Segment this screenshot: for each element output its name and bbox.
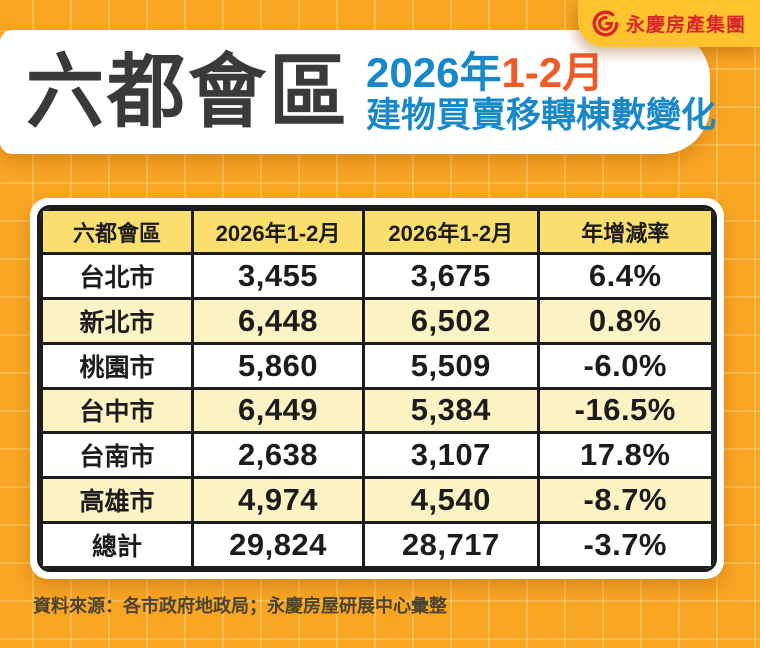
subtitle-months: 1-2月 — [501, 48, 605, 96]
table-row-tainan: 台南市 2,638 3,107 17.8% — [40, 431, 714, 480]
city-cell: 高雄市 — [40, 476, 194, 525]
table-frame: 六都會區 2026年1-2月 2026年1-2月 年增減率 台北市 3,455 … — [37, 205, 717, 572]
pct-cell: -16.5% — [536, 386, 714, 435]
value-cell: 3,675 — [362, 252, 540, 300]
page-title: 六都會區 — [26, 46, 351, 138]
source-note: 資料來源：各市政府地政局；永慶房屋研展中心彙整 — [33, 596, 447, 616]
value-cell: 5,384 — [362, 386, 540, 435]
header-card: 六都會區 2026年1-2月 建物買賣移轉棟數變化 — [0, 30, 716, 154]
value-cell: 4,974 — [190, 476, 366, 525]
value-cell: 6,448 — [190, 296, 366, 345]
value-cell: 2,638 — [190, 431, 366, 480]
table-row-taoyuan: 桃園市 5,860 5,509 -6.0% — [40, 341, 714, 390]
value-cell: 3,107 — [362, 431, 540, 480]
column-header-period-2: 2026年1-2月 — [362, 208, 540, 255]
pct-cell: -6.0% — [536, 341, 714, 390]
city-cell: 桃園市 — [40, 341, 194, 390]
value-cell: 29,824 — [190, 521, 366, 569]
value-cell: 4,540 — [362, 476, 540, 525]
pct-cell: 17.8% — [536, 431, 714, 480]
city-cell: 台北市 — [40, 252, 194, 300]
yongqing-logo-icon — [592, 10, 619, 37]
city-cell: 台南市 — [40, 431, 194, 480]
value-cell: 6,502 — [362, 296, 540, 345]
subtitle-period: 2026年1-2月 — [366, 49, 716, 96]
subtitle-year: 2026年 — [366, 48, 502, 96]
column-header-period-1: 2026年1-2月 — [190, 208, 366, 255]
value-cell: 5,509 — [362, 341, 540, 390]
value-cell: 3,455 — [190, 252, 366, 300]
value-cell: 6,449 — [190, 386, 366, 435]
column-header-yoy: 年增減率 — [536, 208, 714, 255]
data-table: 六都會區 2026年1-2月 2026年1-2月 年增減率 台北市 3,455 … — [40, 208, 714, 569]
city-cell: 台中市 — [40, 386, 194, 435]
pct-cell: 0.8% — [536, 296, 714, 345]
column-header-region: 六都會區 — [40, 208, 194, 255]
pct-cell: -8.7% — [536, 476, 714, 525]
value-cell: 5,860 — [190, 341, 366, 390]
value-cell: 28,717 — [362, 521, 540, 569]
header-subtitle: 2026年1-2月 建物買賣移轉棟數變化 — [366, 49, 716, 135]
table-row-newtaipei: 新北市 6,448 6,502 0.8% — [40, 296, 714, 345]
table-header-row: 六都會區 2026年1-2月 2026年1-2月 年增減率 — [40, 208, 714, 255]
subtitle-topic: 建物買賣移轉棟數變化 — [366, 95, 717, 135]
table-row-kaohsiung: 高雄市 4,974 4,540 -8.7% — [40, 476, 714, 525]
brand-name: 永慶房產集團 — [625, 15, 746, 36]
table-row-taipei: 台北市 3,455 3,675 6.4% — [40, 252, 714, 300]
pct-cell: 6.4% — [536, 252, 714, 300]
table-row-taichung: 台中市 6,449 5,384 -16.5% — [40, 386, 714, 435]
brand-badge: 永慶房產集團 — [578, 0, 760, 47]
pct-cell: -3.7% — [536, 521, 714, 569]
table-row-total: 總計 29,824 28,717 -3.7% — [40, 521, 714, 569]
data-table-card: 六都會區 2026年1-2月 2026年1-2月 年增減率 台北市 3,455 … — [30, 198, 724, 579]
city-cell: 新北市 — [40, 296, 194, 345]
city-cell: 總計 — [40, 521, 194, 569]
